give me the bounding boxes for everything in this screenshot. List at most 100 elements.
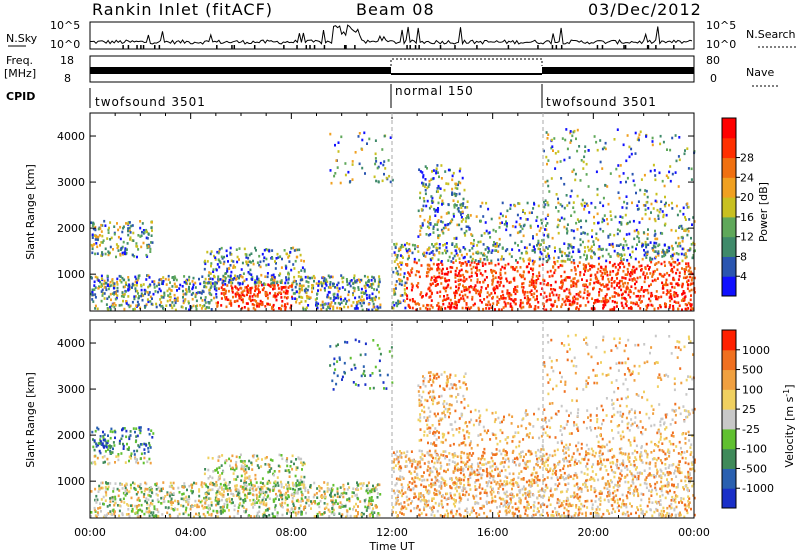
data-cell (151, 513, 154, 517)
data-cell (437, 184, 440, 188)
data-cell (501, 221, 503, 224)
data-cell (294, 491, 297, 495)
data-cell (124, 492, 126, 496)
data-cell (235, 455, 238, 459)
data-cell (326, 490, 329, 493)
data-cell (412, 299, 415, 303)
data-cell (455, 291, 458, 295)
data-cell (157, 290, 159, 294)
data-cell (624, 297, 626, 300)
data-cell (522, 234, 525, 238)
data-cell (312, 284, 315, 287)
data-cell (145, 236, 148, 240)
data-cell (138, 295, 140, 298)
data-cell (201, 305, 204, 308)
data-cell (654, 255, 657, 259)
data-cell (116, 286, 119, 290)
data-cell (653, 308, 656, 311)
data-cell (93, 288, 96, 291)
data-cell (260, 303, 263, 307)
data-cell (107, 482, 109, 485)
data-cell (625, 304, 628, 308)
data-cell (460, 202, 463, 206)
data-cell (141, 510, 144, 513)
power-data-cells (90, 128, 696, 312)
data-cell (633, 278, 636, 281)
data-cell (316, 515, 319, 518)
data-cell (655, 297, 658, 301)
data-cell (102, 239, 105, 242)
data-cell (229, 246, 232, 250)
data-cell (182, 301, 185, 305)
data-cell (522, 275, 524, 278)
data-cell (121, 291, 124, 294)
data-cell (573, 210, 576, 214)
data-cell (109, 510, 112, 513)
data-cell (677, 278, 680, 281)
data-cell (635, 228, 638, 232)
data-cell (285, 252, 288, 256)
data-cell (579, 179, 582, 182)
data-cell (604, 272, 607, 276)
data-cell (135, 304, 138, 307)
data-cell (671, 270, 674, 274)
data-cell (227, 289, 230, 293)
data-cell (182, 486, 185, 489)
data-cell (207, 486, 209, 489)
data-cell (200, 296, 202, 300)
data-cell (487, 284, 489, 287)
data-cell (287, 276, 290, 280)
data-cell (415, 284, 418, 287)
data-cell (249, 268, 252, 272)
data-cell (370, 502, 372, 506)
data-cell (472, 265, 475, 269)
data-cell (124, 486, 127, 490)
data-cell (344, 173, 347, 177)
data-cell (341, 276, 344, 280)
data-cell (265, 294, 267, 298)
data-cell (241, 261, 244, 265)
data-cell (127, 227, 130, 230)
data-cell (220, 246, 223, 250)
data-cell (619, 243, 622, 246)
data-cell (231, 286, 234, 290)
cpid-label: CPID (6, 90, 35, 103)
data-cell (259, 481, 262, 484)
data-cell (605, 293, 608, 296)
data-cell (349, 180, 352, 183)
data-cell (659, 231, 662, 235)
data-cell (498, 226, 501, 229)
data-cell (315, 304, 317, 307)
data-cell (617, 191, 620, 194)
data-cell (460, 216, 463, 219)
data-cell (94, 225, 97, 229)
data-cell (682, 299, 685, 302)
data-cell (522, 259, 525, 263)
data-cell (463, 255, 466, 259)
data-cell (373, 296, 376, 300)
data-cell (399, 261, 402, 264)
data-cell (122, 299, 124, 303)
data-cell (568, 156, 571, 159)
data-cell (286, 460, 288, 463)
data-cell (199, 282, 202, 286)
data-cell (649, 256, 652, 260)
data-cell (497, 258, 500, 262)
data-cell (430, 278, 433, 282)
data-cell (604, 183, 607, 187)
data-cell (587, 185, 590, 188)
data-cell (589, 264, 592, 268)
data-cell (643, 193, 646, 196)
data-cell (600, 283, 603, 287)
data-cell (605, 300, 608, 304)
data-cell (262, 515, 265, 518)
data-cell (141, 294, 144, 297)
data-cell (460, 268, 463, 272)
data-cell (155, 492, 158, 496)
data-cell (441, 276, 444, 279)
data-cell (250, 503, 253, 506)
data-cell (426, 271, 429, 275)
data-cell (566, 147, 569, 151)
data-cell (324, 303, 326, 306)
data-cell (481, 261, 484, 265)
